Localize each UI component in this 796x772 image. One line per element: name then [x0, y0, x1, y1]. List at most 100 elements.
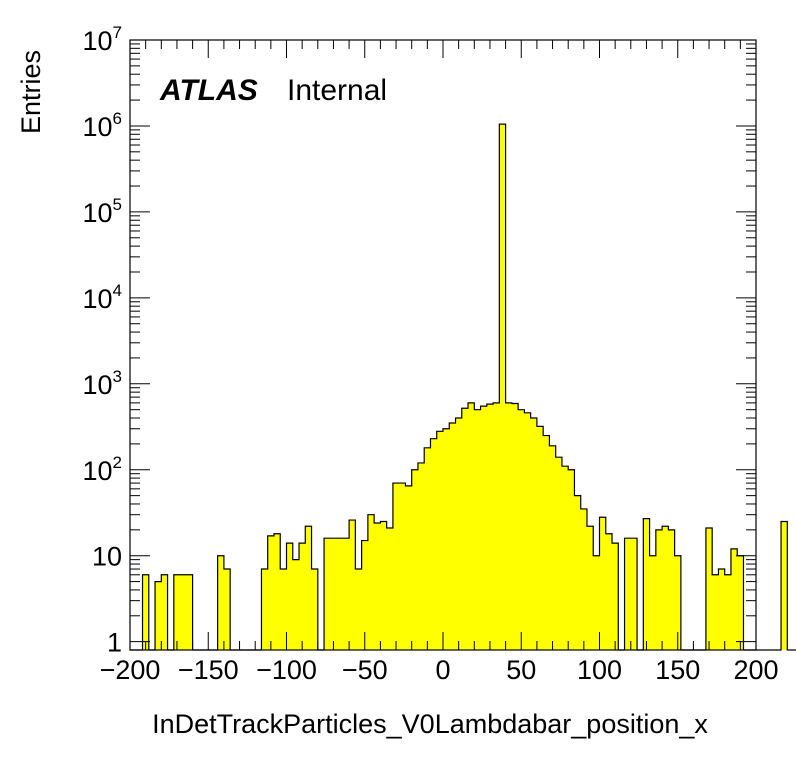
histogram-bar — [737, 555, 744, 650]
histogram-bar — [405, 485, 412, 650]
y-tick-label: 104 — [82, 281, 122, 314]
histogram-bar — [280, 569, 287, 650]
histogram-bar — [161, 574, 168, 650]
histogram-bar — [180, 574, 187, 650]
histogram-bar — [599, 517, 607, 650]
histogram-bar — [286, 543, 294, 650]
y-tick-label: 106 — [82, 109, 122, 142]
histogram-bar — [361, 540, 369, 650]
histogram-bar — [155, 581, 162, 650]
histogram-bar — [530, 418, 538, 650]
histogram-bar — [267, 535, 275, 650]
y-tick-label: 102 — [82, 453, 122, 486]
x-tick-labels: −200 −150 −100 −50 0 50 100 150 200 — [100, 655, 779, 685]
histogram-bar — [662, 526, 669, 650]
x-tick-label: 200 — [733, 655, 778, 685]
histogram-bar — [449, 423, 456, 650]
histogram-bar — [392, 483, 400, 650]
histogram-bar — [511, 403, 519, 650]
histogram-bar — [605, 533, 613, 650]
histogram-bar — [624, 538, 632, 650]
histogram-bar — [142, 574, 150, 650]
histogram-bar — [273, 533, 281, 650]
histogram-bar — [486, 404, 494, 650]
histogram-bar — [292, 559, 300, 650]
histogram-bar — [712, 574, 719, 650]
histogram-bar — [493, 402, 500, 650]
histogram-bar — [643, 518, 650, 650]
histogram-bar — [336, 538, 344, 650]
histogram-bar — [480, 406, 488, 650]
y-tick-label: 103 — [82, 367, 122, 400]
histogram-bar — [223, 569, 231, 650]
histogram-bar — [568, 469, 575, 650]
histogram-bar — [630, 538, 638, 650]
histogram-bar — [499, 124, 506, 651]
x-tick-label: 0 — [435, 655, 450, 685]
histogram-bar — [217, 555, 225, 650]
y-axis-label: Entries — [16, 50, 46, 134]
histogram-bar — [374, 523, 381, 650]
x-tick-label: −150 — [178, 655, 239, 685]
x-tick-label: −200 — [100, 655, 161, 685]
histogram-bar — [505, 402, 513, 650]
histogram-bar — [261, 569, 269, 650]
histogram-bar — [330, 538, 337, 650]
y-tick-label: 105 — [82, 195, 122, 228]
axis-ticks — [129, 39, 757, 650]
histogram-bar — [555, 457, 563, 650]
x-tick-label: −50 — [342, 655, 388, 685]
histogram-bar — [342, 538, 350, 650]
histogram-bar — [424, 447, 431, 650]
atlas-label-internal: Internal — [287, 74, 387, 107]
histogram-bar — [705, 528, 713, 650]
histogram-bar — [186, 574, 193, 650]
atlas-label: ATLAS Internal — [159, 74, 387, 107]
histogram-bar — [724, 574, 732, 650]
histogram-bar — [173, 574, 181, 650]
y-tick-label: 107 — [82, 23, 122, 56]
histogram-bar — [524, 412, 531, 650]
histogram-bar — [718, 569, 725, 650]
histogram-bar — [543, 435, 550, 650]
histogram-bar — [518, 409, 525, 650]
x-tick-label: 100 — [577, 655, 622, 685]
histogram-bar — [674, 555, 682, 650]
histogram-bar — [655, 529, 663, 650]
atlas-label-bold: ATLAS — [159, 74, 258, 107]
histogram-bar — [549, 445, 556, 650]
histogram-bar — [355, 569, 362, 650]
histogram-bar — [474, 409, 481, 650]
histogram-bar — [399, 483, 406, 650]
histogram-bar — [649, 555, 657, 650]
histogram-outline — [130, 123, 796, 651]
histogram-bar — [386, 528, 394, 650]
histogram-bar — [730, 548, 738, 650]
histogram-bar — [430, 438, 438, 650]
histogram-bar — [305, 526, 312, 650]
histogram-bar — [612, 543, 619, 650]
histogram-bar — [781, 521, 788, 650]
histogram-bar — [380, 521, 387, 650]
x-tick-label: −100 — [256, 655, 317, 685]
histogram-bar — [468, 402, 475, 650]
histogram-bar — [367, 514, 375, 650]
histogram-bar — [586, 526, 594, 650]
y-tick-label: 10 — [92, 542, 122, 572]
histogram-bar — [593, 555, 600, 650]
histogram-bar — [411, 469, 419, 650]
histogram-bar — [455, 418, 463, 650]
x-axis-label: InDetTrackParticles_V0Lambdabar_position… — [152, 709, 708, 739]
histogram-bar — [536, 426, 544, 650]
histogram-bar — [436, 431, 444, 650]
histogram-bar — [574, 495, 582, 650]
histogram-bar — [324, 538, 331, 650]
histogram-bar — [668, 529, 675, 650]
y-tick-labels: 1 10 102 103 104 105 106 107 — [82, 23, 122, 658]
histogram-bar — [417, 462, 425, 650]
histogram-bar — [311, 569, 319, 650]
y-tick-label: 1 — [107, 628, 122, 658]
histogram-bar — [461, 408, 469, 650]
histogram-bar — [443, 428, 450, 650]
